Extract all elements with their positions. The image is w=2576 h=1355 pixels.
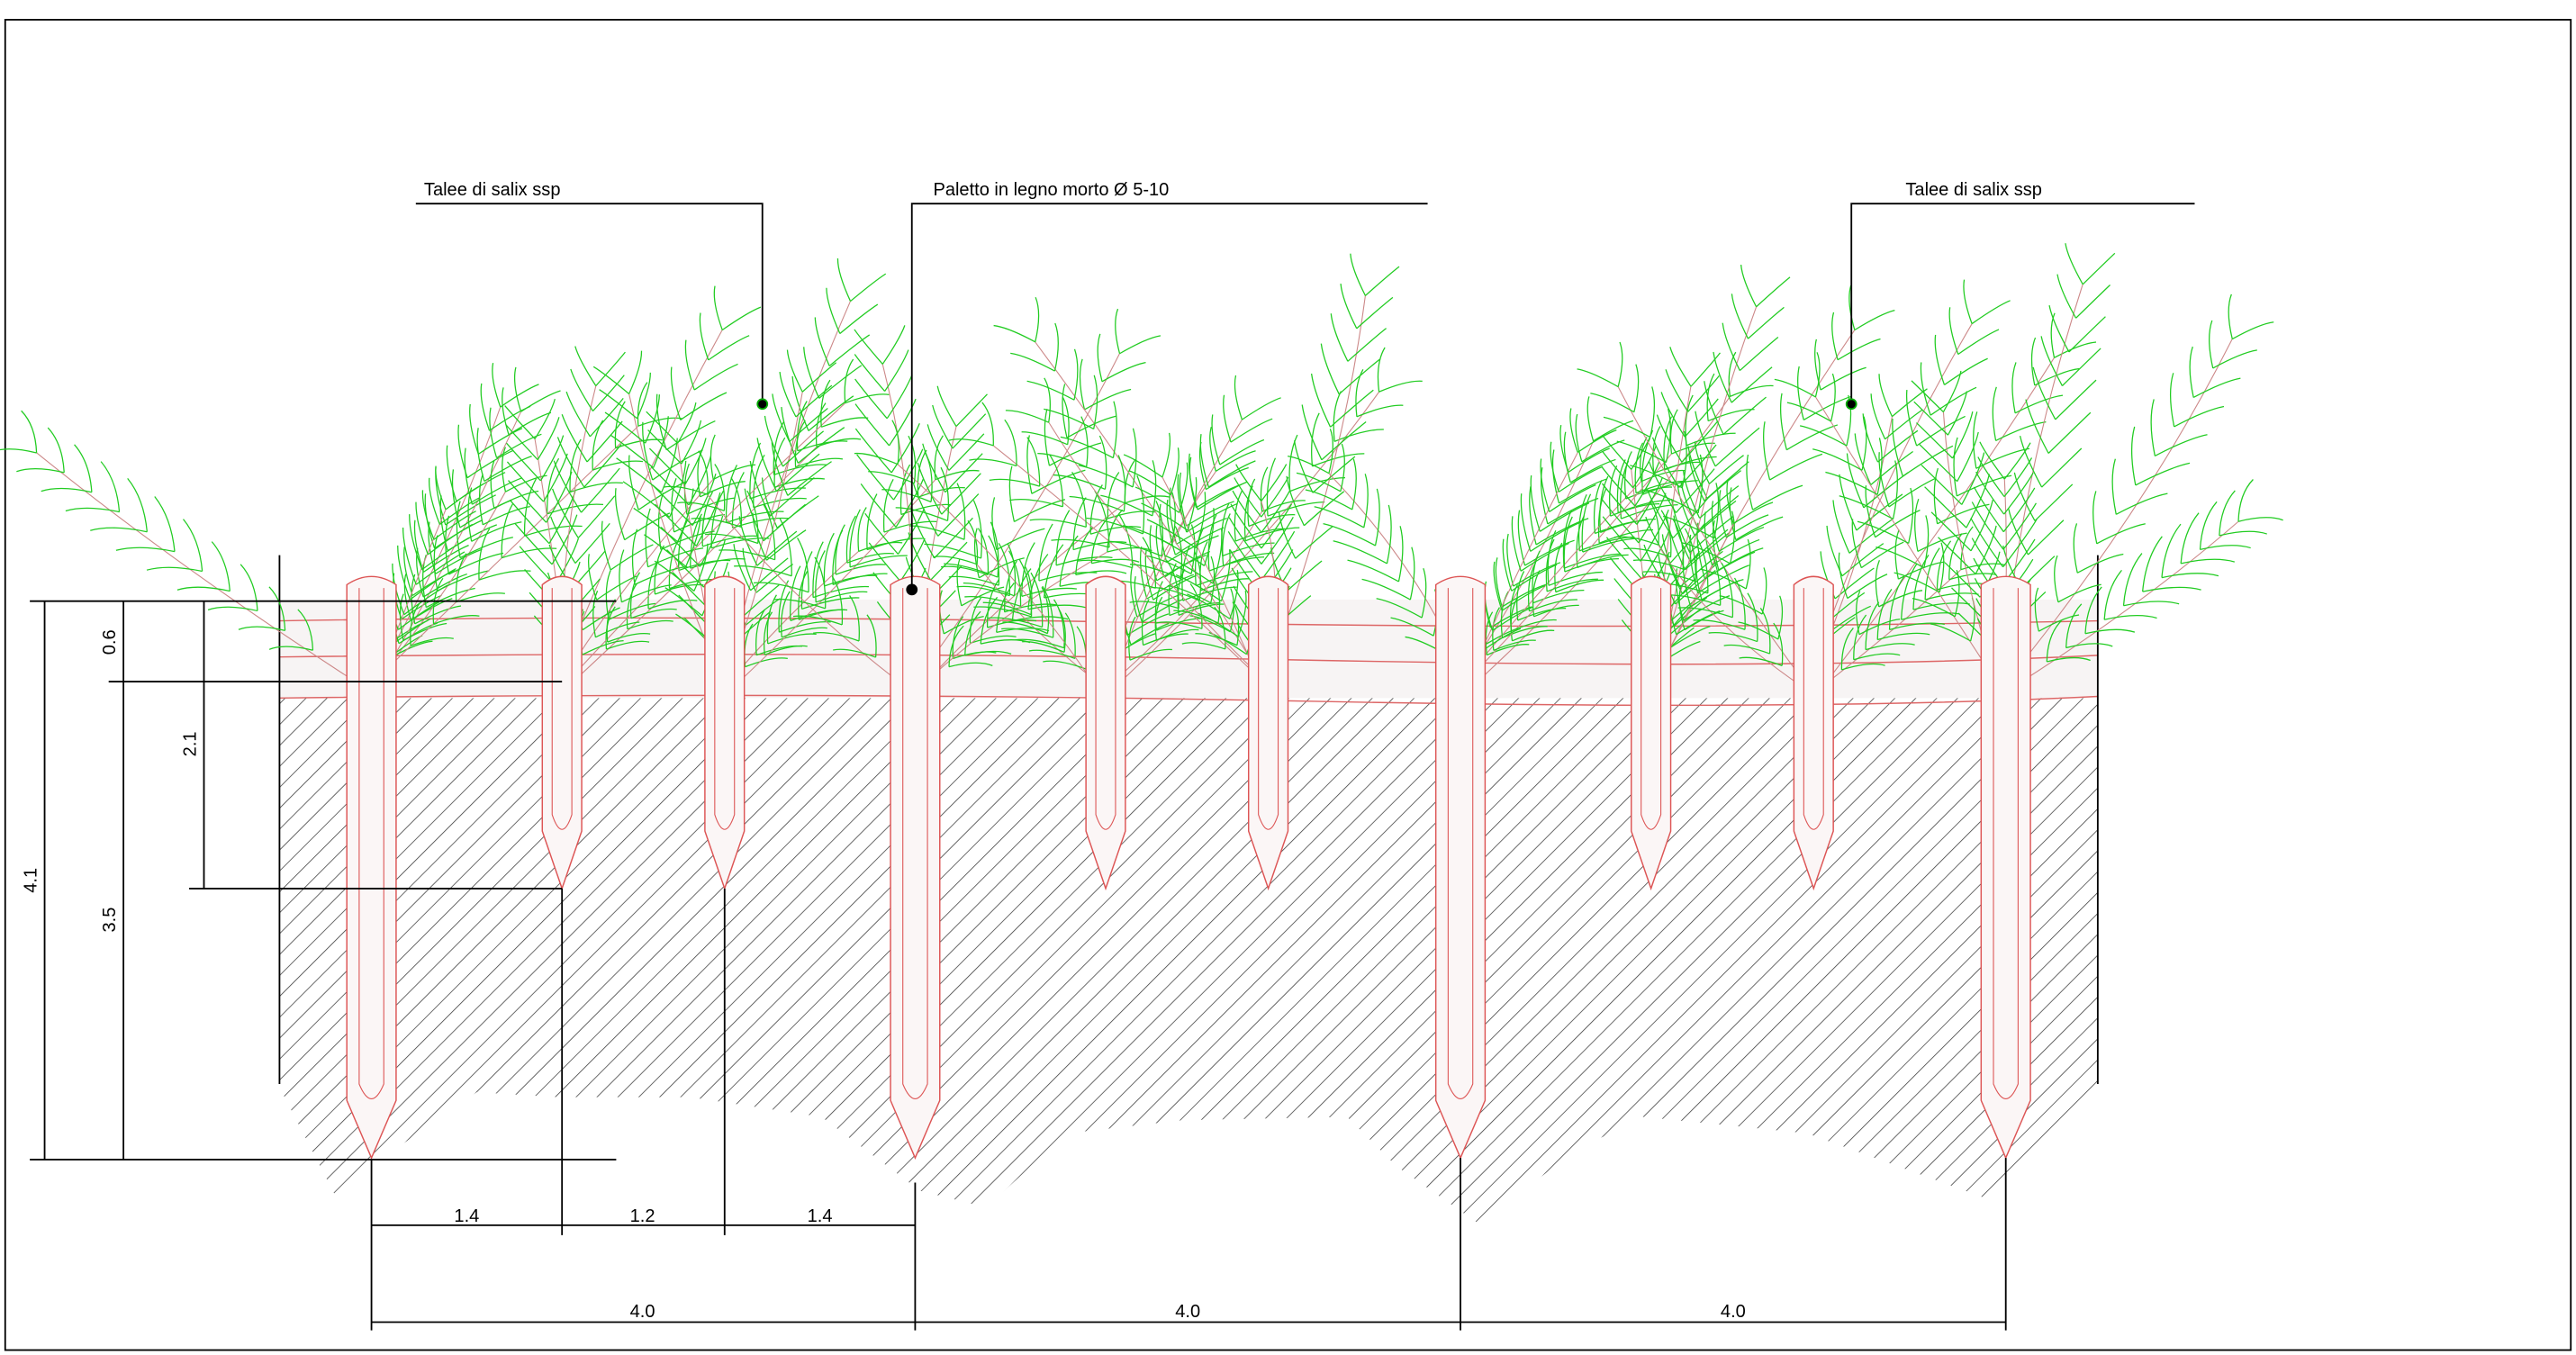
stem <box>992 445 1272 691</box>
annotation-label: Talee di salix ssp <box>424 180 561 200</box>
stake <box>1980 575 2031 1160</box>
leaves <box>744 507 903 668</box>
leaves <box>1659 265 1791 627</box>
leaves <box>1577 341 1784 640</box>
annotation-label: Talee di salix ssp <box>1905 180 2042 200</box>
stem <box>1035 341 1270 691</box>
stake-grain <box>1993 588 2019 1099</box>
dimension-label: 4.1 <box>21 868 41 893</box>
stem <box>564 446 818 691</box>
stake-grain <box>1803 588 1824 830</box>
dimension-label: 4.0 <box>630 1302 655 1322</box>
stake <box>1631 575 1672 891</box>
stem <box>1468 396 1731 691</box>
stem <box>1617 386 1811 691</box>
leaves <box>663 450 877 658</box>
leaves <box>854 325 927 637</box>
dimension-label: 1.2 <box>630 1206 655 1226</box>
leaves <box>932 519 1087 670</box>
stem <box>1103 510 1263 691</box>
stake <box>346 575 397 1160</box>
dimension-label: 4.0 <box>1175 1302 1200 1322</box>
stem <box>1658 545 1807 691</box>
leader: Paletto in legno morto Ø 5-10 <box>906 180 1428 596</box>
stem <box>917 502 1125 691</box>
dimension-lines <box>30 600 2007 1331</box>
leaves <box>1288 429 1451 655</box>
annotation-label: Paletto in legno morto Ø 5-10 <box>933 180 1169 200</box>
leaves <box>592 350 723 641</box>
stem <box>1814 396 2002 691</box>
dimension-label: 3.5 <box>100 908 120 933</box>
frame <box>4 18 2572 1351</box>
stem <box>1111 391 1380 691</box>
stake-grain <box>1641 588 1662 830</box>
leaves <box>1774 352 1975 642</box>
stake <box>1085 575 1126 891</box>
stem <box>897 464 1098 691</box>
stem <box>908 353 1120 691</box>
dimension-label: 4.0 <box>1721 1302 1746 1322</box>
stake-grain <box>551 588 573 830</box>
leaves <box>948 509 1152 668</box>
stake-grain <box>1258 588 1279 830</box>
leaves <box>1613 501 1784 666</box>
stake <box>541 575 583 891</box>
dimension-label: 0.6 <box>100 629 120 655</box>
stem <box>1817 569 1962 691</box>
dimension-label: 2.1 <box>180 731 200 756</box>
stake-grain <box>902 588 928 1099</box>
stem <box>36 452 369 691</box>
stem <box>559 402 846 691</box>
leader: Talee di salix ssp <box>1845 180 2195 411</box>
stake <box>704 575 746 891</box>
leaves <box>1262 253 1400 625</box>
stake-grain <box>358 588 384 1099</box>
stake <box>1793 575 1834 891</box>
stem <box>707 494 910 691</box>
dimension-label: 1.4 <box>454 1206 479 1226</box>
dimension-label: 1.4 <box>808 1206 833 1226</box>
leaves <box>1485 437 1686 656</box>
stake-grain <box>714 588 736 830</box>
leaves <box>1005 377 1240 646</box>
leaves <box>854 420 1066 653</box>
stem <box>1457 453 1672 691</box>
stake <box>890 575 941 1160</box>
leaves <box>948 402 1226 650</box>
stem <box>2008 520 2239 691</box>
stem <box>1999 339 2233 691</box>
leaves <box>2046 479 2283 663</box>
stake <box>1434 575 1487 1160</box>
stake <box>1247 575 1289 891</box>
stake-grain <box>1095 588 1116 830</box>
stem <box>1048 421 1276 691</box>
leader: Talee di salix ssp <box>415 180 769 411</box>
stakes <box>346 575 2031 1160</box>
stake-grain <box>1447 588 1474 1099</box>
leaves <box>952 459 1170 660</box>
leaves <box>2034 294 2274 632</box>
leaves <box>732 257 887 626</box>
stem <box>730 479 936 691</box>
leaves <box>0 410 314 651</box>
leaves <box>646 402 734 650</box>
